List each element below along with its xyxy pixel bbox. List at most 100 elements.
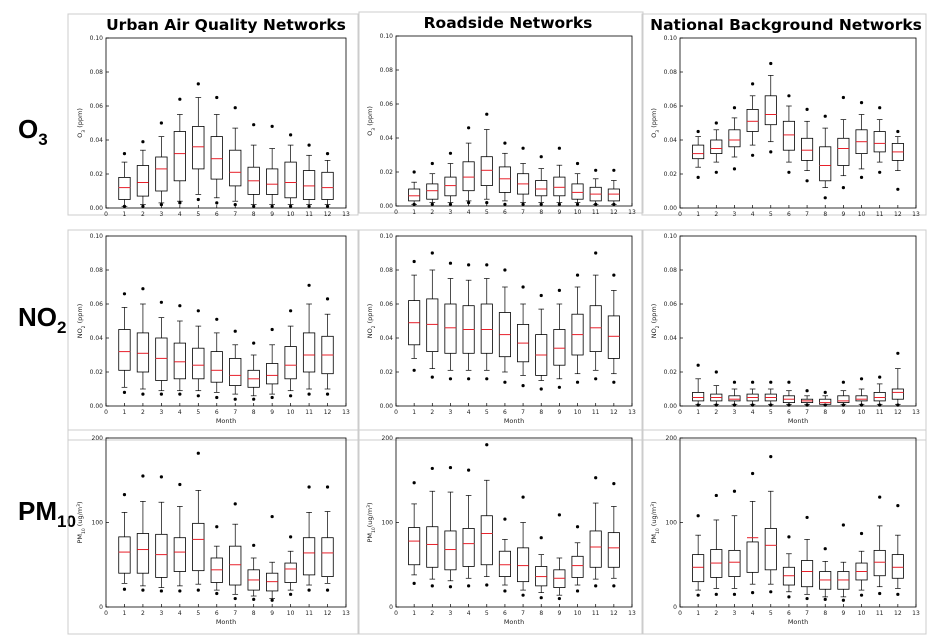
chart-panel-o3-3: 0.000.020.040.060.080.100 1 2 3 4 5 6 7 8 9 10 11 12… [641, 13, 927, 218]
outlier-point [575, 589, 580, 593]
outlier-point [196, 451, 200, 455]
x-tick-label: 8 [252, 409, 256, 416]
box-iqr [571, 183, 584, 200]
box-iqr [192, 522, 205, 572]
outlier-point [485, 201, 489, 205]
outlier-point [896, 351, 900, 355]
outlier-point [289, 535, 293, 539]
outlier-point [270, 395, 274, 400]
outlier-point [270, 327, 274, 332]
outlier-point [896, 129, 900, 134]
x-tick-label: 0 [678, 211, 682, 218]
box-month-11 [873, 495, 886, 596]
x-tick-label: 13 [912, 211, 920, 218]
box-iqr [837, 137, 850, 166]
box-month-8 [819, 114, 832, 200]
box-iqr [589, 305, 602, 353]
x-tick-label: 9 [557, 610, 561, 617]
box-month-12 [607, 482, 620, 588]
x-tick-label: 5 [196, 409, 200, 416]
box-iqr [480, 515, 493, 566]
box-iqr [155, 533, 168, 578]
box-iqr [553, 329, 566, 366]
box-month-7 [801, 389, 814, 407]
y-tick-label: 0 [99, 604, 103, 611]
y-tick-label: 0.02 [380, 169, 394, 176]
outlier-point [141, 140, 145, 144]
x-tick-label: 4 [751, 610, 755, 617]
outlier-point [751, 380, 755, 384]
outlier-point [159, 475, 163, 479]
x-axis-label: Month [216, 417, 236, 425]
outlier-point [270, 124, 274, 128]
box-iqr [837, 395, 850, 403]
y-tick-label: 200 [382, 435, 394, 442]
outlier-point [557, 146, 561, 150]
x-tick-label: 1 [412, 209, 416, 216]
column-title-background: National Background Networks [650, 16, 922, 34]
outlier-point [448, 202, 453, 206]
outlier-point [787, 94, 791, 98]
outlier-point [823, 196, 827, 200]
y-tick-label: 0.02 [664, 369, 678, 376]
x-tick-label: 3 [733, 610, 737, 617]
x-tick-label: 5 [485, 409, 489, 416]
box-month-5 [764, 61, 777, 154]
box-iqr [192, 347, 205, 380]
box-month-8 [247, 543, 260, 601]
outlier-point [612, 380, 616, 384]
outlier-point [823, 403, 827, 407]
y-tick-label: 0.10 [380, 233, 394, 240]
outlier-point [289, 204, 293, 208]
outlier-point [557, 513, 561, 517]
x-tick-label: 5 [196, 610, 200, 617]
outlier-point [325, 588, 330, 592]
box-iqr [229, 357, 242, 386]
x-tick-label: 2 [141, 610, 145, 617]
outlier-point [448, 261, 453, 265]
box-iqr [480, 156, 493, 186]
box-iqr [692, 391, 705, 402]
box-iqr [155, 337, 168, 381]
outlier-point [557, 288, 561, 292]
outlier-point [233, 502, 237, 506]
outlier-point [196, 309, 200, 313]
box-month-2 [136, 474, 150, 592]
panel-frame [67, 13, 359, 216]
box-iqr [408, 527, 421, 566]
y-tick-label: 0.06 [664, 301, 678, 308]
box-month-10 [284, 309, 297, 398]
outlier-point [233, 596, 237, 601]
outlier-point [503, 268, 507, 272]
box-month-10 [571, 161, 584, 206]
box-month-5 [764, 454, 777, 594]
outlier-point [122, 390, 127, 394]
y-tick-label: 0.08 [380, 267, 394, 274]
y-tick-label: 0.10 [90, 35, 104, 42]
outlier-point [467, 468, 471, 472]
box-iqr [155, 156, 168, 192]
box-month-2 [710, 493, 723, 596]
box-month-12 [321, 152, 334, 208]
box-month-8 [247, 341, 260, 401]
outlier-point [467, 377, 471, 381]
outlier-point [503, 202, 507, 206]
y-axis-label: O3 (ppm) [366, 106, 377, 136]
box-iqr [517, 547, 530, 583]
outlier-point [769, 61, 773, 66]
x-tick-label: 13 [342, 610, 350, 617]
outlier-point [178, 97, 182, 101]
x-tick-label: 0 [678, 610, 682, 617]
outlier-point [859, 531, 864, 536]
x-tick-label: 11 [876, 211, 884, 218]
box-iqr [462, 161, 475, 192]
box-month-6 [210, 317, 223, 400]
outlier-point [769, 380, 773, 384]
box-month-12 [607, 273, 620, 384]
box-month-8 [535, 293, 548, 391]
outlier-point [787, 403, 791, 407]
outlier-point [485, 583, 489, 587]
x-tick-label: 4 [178, 409, 182, 416]
outlier-point [732, 106, 737, 110]
y-tick-label: 0.00 [664, 205, 678, 212]
